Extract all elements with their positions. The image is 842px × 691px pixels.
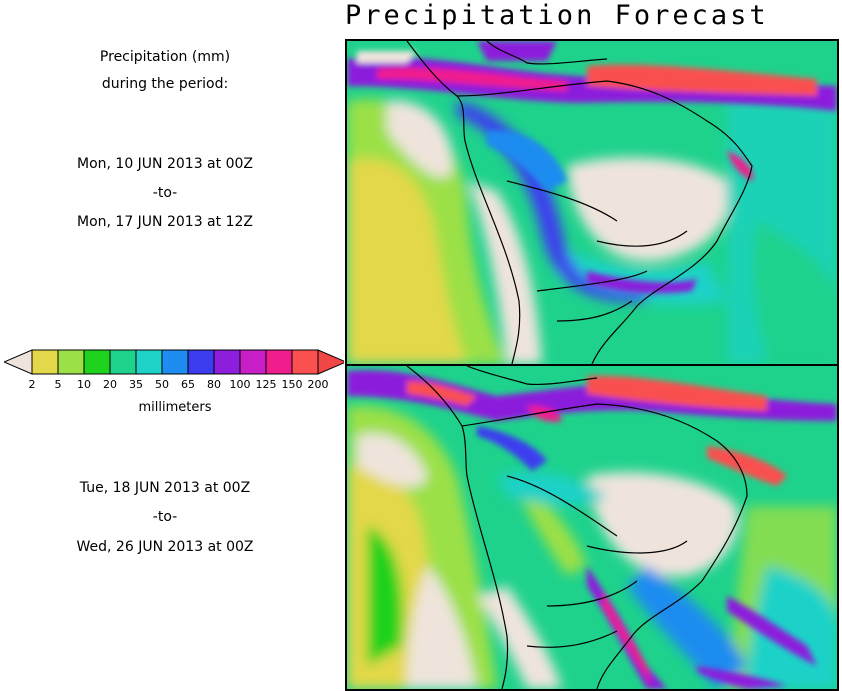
colorbar-tick-label: 2	[28, 378, 36, 391]
colorbar-tick-label: 125	[255, 378, 277, 391]
precipitation-colorbar	[4, 349, 344, 375]
colorbar-arrow-high	[317, 349, 344, 375]
colorbar-swatch	[161, 349, 189, 375]
description-line-1: Precipitation (mm)	[99, 49, 231, 65]
colorbar-swatch	[239, 349, 267, 375]
colorbar-tick-label: 10	[77, 378, 91, 391]
colorbar-swatch	[109, 349, 137, 375]
colorbar-tick-label: 20	[103, 378, 117, 391]
period1-end: Mon, 17 JUN 2013 at 12Z	[77, 214, 253, 230]
period1-start: Mon, 10 JUN 2013 at 00Z	[77, 156, 253, 172]
colorbar-swatch	[31, 349, 59, 375]
colorbar-tick-label: 5	[54, 378, 62, 391]
colorbar-swatch	[187, 349, 215, 375]
colorbar-arrow-low	[4, 349, 33, 375]
colorbar-tick-labels: 2 5 10 20 35 50 65 80 100 125 150 200	[0, 378, 340, 392]
colorbar-tick-label: 80	[207, 378, 221, 391]
colorbar-swatch	[213, 349, 241, 375]
colorbar-swatch	[83, 349, 111, 375]
colorbar-swatch	[265, 349, 293, 375]
colorbar-swatch	[291, 349, 319, 375]
forecast-map-period-2	[345, 364, 839, 691]
period1-separator: -to-	[152, 185, 178, 201]
colorbar-tick-label: 100	[229, 378, 251, 391]
colorbar-swatch	[135, 349, 163, 375]
page-title: Precipitation Forecast	[345, 0, 769, 31]
description-line-2: during the period:	[101, 76, 229, 92]
colorbar-tick-label: 200	[307, 378, 329, 391]
colorbar-tick-label: 150	[281, 378, 303, 391]
colorbar-tick-label: 35	[129, 378, 143, 391]
period2-separator: -to-	[152, 509, 178, 525]
period2-start: Tue, 18 JUN 2013 at 00Z	[79, 480, 251, 496]
colorbar-tick-label: 50	[155, 378, 169, 391]
colorbar-swatch	[57, 349, 85, 375]
forecast-map-period-1	[345, 39, 839, 366]
colorbar-unit-label: millimeters	[138, 400, 212, 415]
period2-end: Wed, 26 JUN 2013 at 00Z	[76, 539, 254, 555]
colorbar-tick-label: 65	[181, 378, 195, 391]
